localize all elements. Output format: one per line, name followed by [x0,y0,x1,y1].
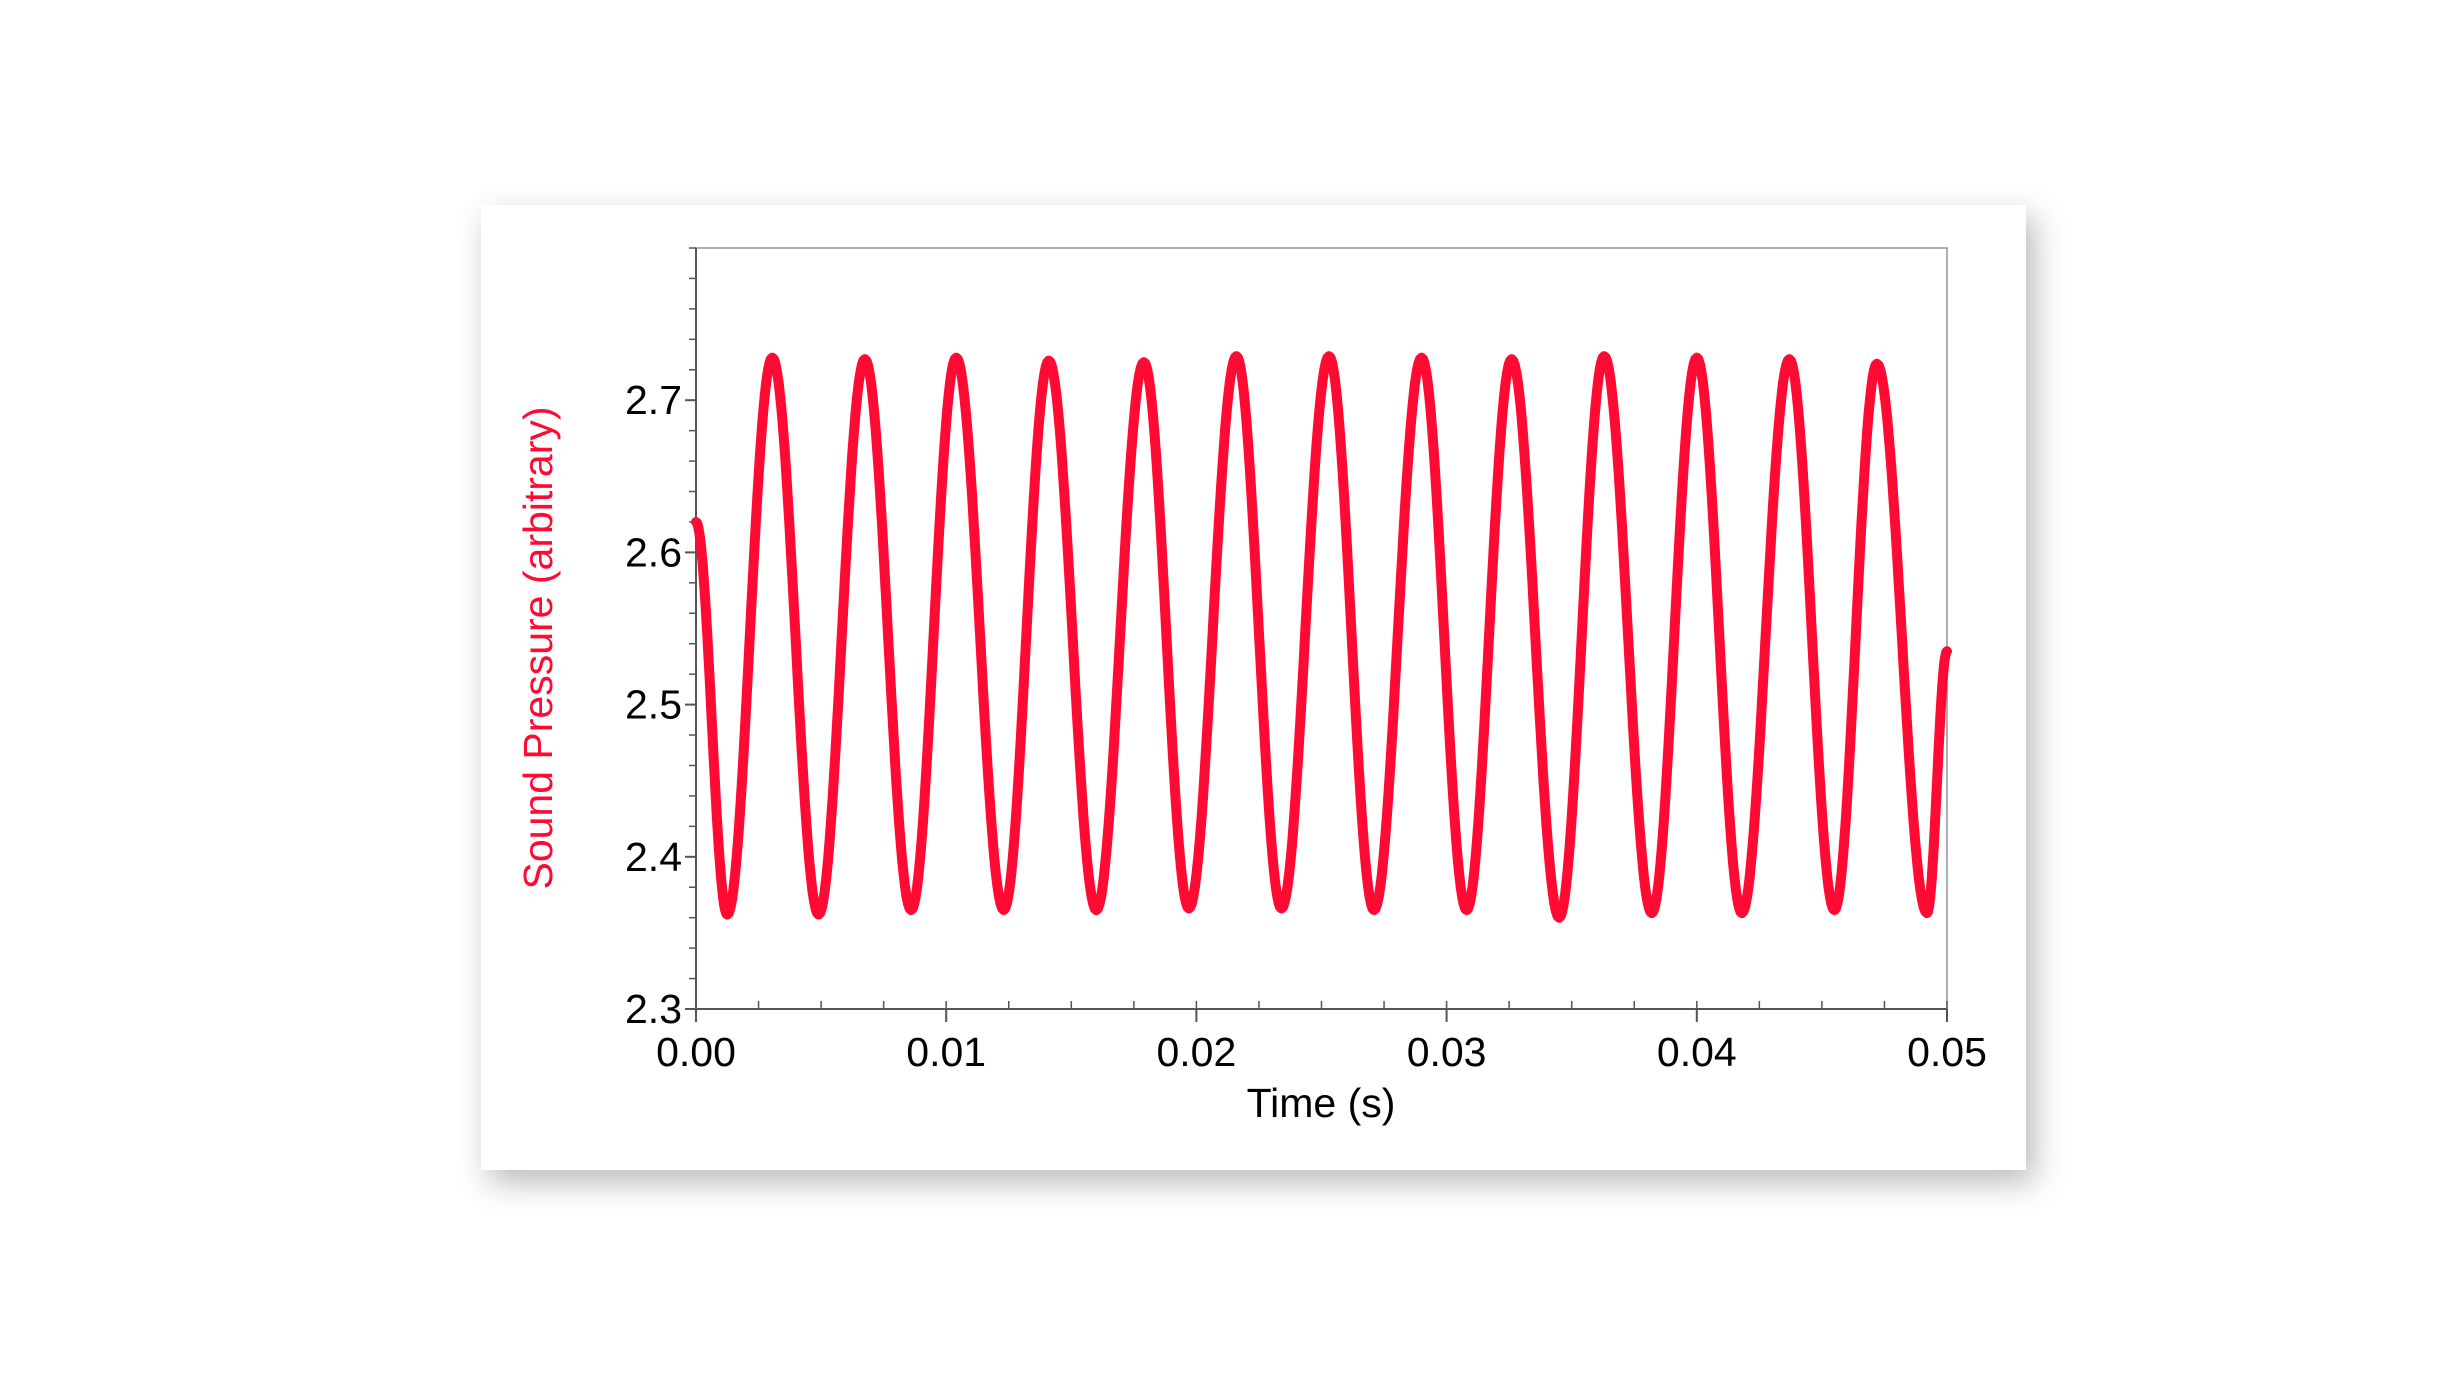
x-axis-minor-ticks [695,1001,1948,1009]
y-axis-title: Sound Pressure (arbitrary) [515,406,561,889]
y-tick-label: 2.6 [625,529,682,575]
x-tick-label: 0.01 [906,1029,986,1075]
x-tick-label: 0.05 [1907,1029,1987,1075]
y-axis-ticks: 2.3 2.4 2.5 2.6 2.7 [625,377,696,1032]
y-tick-label: 2.7 [625,377,682,423]
x-tick-label: 0.04 [1657,1029,1737,1075]
y-tick-label: 2.3 [625,986,682,1032]
x-tick-label: 0.00 [656,1029,736,1075]
y-axis-minor-ticks [689,247,696,1010]
x-axis-title: Time (s) [1247,1080,1396,1126]
chart-card: 2.3 2.4 2.5 2.6 2.7 0.00 0.01 0.02 0.03 0.04 0.05… [481,205,2026,1170]
series-line [691,351,1952,923]
x-tick-label: 0.03 [1407,1029,1487,1075]
y-tick-label: 2.4 [625,834,682,880]
y-tick-label: 2.5 [625,682,682,728]
x-tick-label: 0.02 [1156,1029,1236,1075]
sound-pressure-chart: 2.3 2.4 2.5 2.6 2.7 0.00 0.01 0.02 0.03 0.04 0.05… [515,247,1987,1126]
x-axis-ticks: 0.00 0.01 0.02 0.03 0.04 0.05 [656,1009,1987,1075]
